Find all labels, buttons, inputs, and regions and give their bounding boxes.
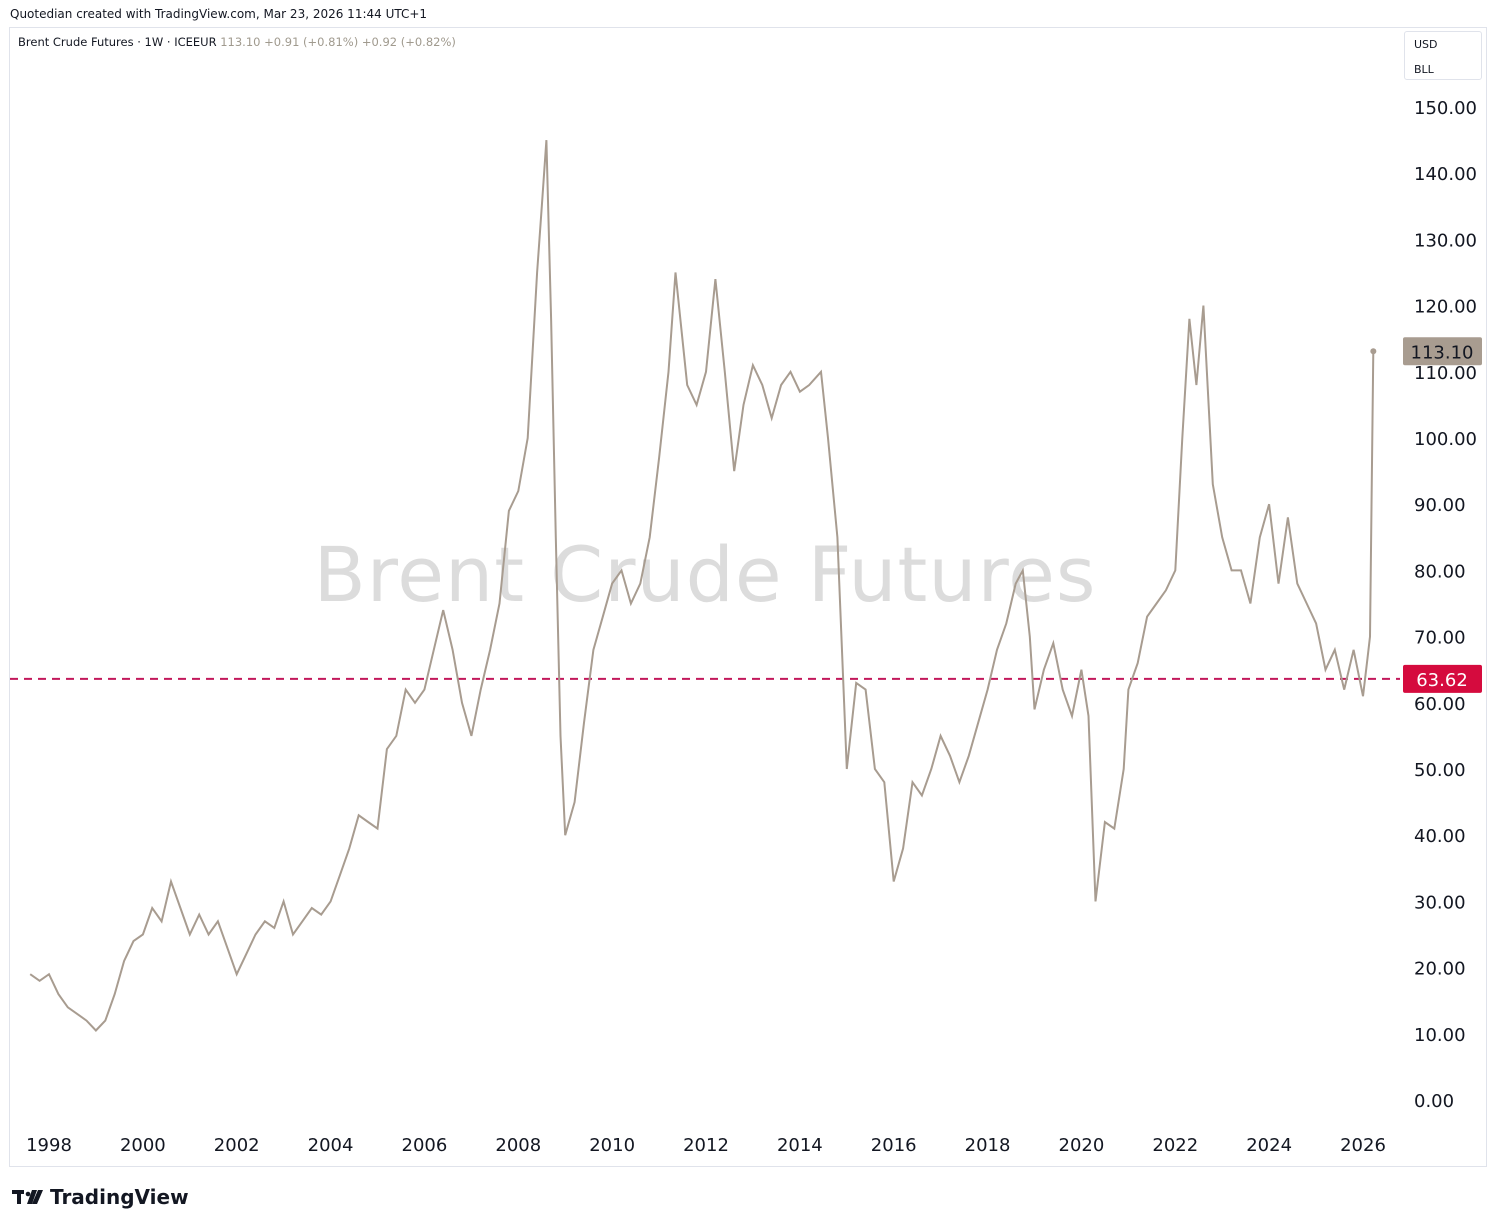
x-tick-label: 2006 [402, 1135, 448, 1156]
x-axis: 1998 2000 2002 2004 2006 2008 2010 2012 2014 2016… [26, 1135, 1386, 1156]
hline-price-tag-text: 63.62 [1416, 670, 1468, 691]
chart-frame [9, 27, 1487, 1167]
legend-symbol: Brent Crude Futures · 1W · ICEEUR [18, 35, 217, 49]
currency-label: USD [1414, 38, 1438, 51]
x-tick-label: 2024 [1246, 1135, 1292, 1156]
x-tick-label: 1998 [26, 1135, 72, 1156]
x-tick-label: 2026 [1340, 1135, 1386, 1156]
y-tick-label: 40.00 [1414, 826, 1466, 847]
y-tick-label: 100.00 [1414, 429, 1477, 450]
x-tick-label: 2008 [495, 1135, 541, 1156]
y-tick-label: 70.00 [1414, 628, 1466, 649]
legend-change-2: +0.92 (+0.82%) [361, 35, 456, 49]
last-price-tag: 113.10 [1403, 337, 1482, 366]
x-tick-label: 2010 [589, 1135, 635, 1156]
unit-label: BLL [1414, 63, 1434, 76]
price-series-line [29, 140, 1375, 1032]
x-tick-label: 2016 [871, 1135, 917, 1156]
y-axis: 0.00 10.00 20.00 30.00 40.00 50.00 60.00 70.00 8… [1414, 98, 1477, 1112]
hline-price-tag: 63.62 [1403, 664, 1482, 693]
x-tick-label: 2002 [214, 1135, 260, 1156]
y-tick-label: 20.00 [1414, 959, 1466, 980]
tradingview-logo-icon [12, 1190, 43, 1204]
x-tick-label: 2000 [120, 1135, 166, 1156]
brand-name: TradingView [50, 1185, 189, 1209]
y-tick-label: 80.00 [1414, 561, 1466, 582]
x-tick-label: 2022 [1152, 1135, 1198, 1156]
x-tick-label: 2012 [683, 1135, 729, 1156]
y-tick-label: 150.00 [1414, 98, 1477, 119]
chart-credit: Quotedian created with TradingView.com, … [10, 7, 428, 21]
x-tick-label: 2020 [1059, 1135, 1105, 1156]
last-price-tag-text: 113.10 [1411, 342, 1474, 363]
x-tick-label: 2014 [777, 1135, 823, 1156]
y-tick-label: 0.00 [1414, 1091, 1454, 1112]
y-tick-label: 50.00 [1414, 760, 1466, 781]
y-tick-label: 10.00 [1414, 1025, 1466, 1046]
y-tick-label: 120.00 [1414, 297, 1477, 318]
y-tick-label: 90.00 [1414, 495, 1466, 516]
y-tick-label: 130.00 [1414, 230, 1477, 251]
x-tick-label: 2004 [308, 1135, 354, 1156]
y-tick-label: 110.00 [1414, 363, 1477, 384]
y-tick-label: 140.00 [1414, 164, 1477, 185]
y-tick-label: 60.00 [1414, 694, 1466, 715]
symbol-legend[interactable]: Brent Crude Futures · 1W · ICEEUR 113.10… [18, 35, 456, 49]
brand-logo[interactable]: TradingView [12, 1185, 189, 1209]
last-price-dot [1370, 348, 1377, 355]
price-unit-selector[interactable]: USD BLL [1404, 31, 1482, 80]
legend-last: 113.10 [220, 35, 261, 49]
y-tick-label: 30.00 [1414, 892, 1466, 913]
x-tick-label: 2018 [965, 1135, 1011, 1156]
legend-change-1: +0.91 (+0.81%) [264, 35, 359, 49]
